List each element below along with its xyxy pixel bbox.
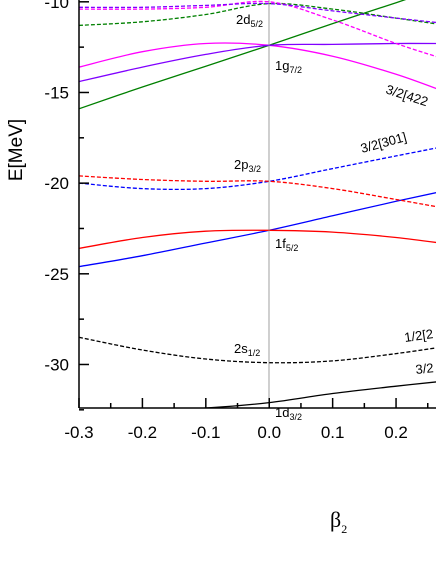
level-curve <box>79 2 436 27</box>
annotation: 2s1/2 <box>234 341 260 358</box>
x-tick-label: 0.2 <box>384 423 408 442</box>
annotation: 2p3/2 <box>234 157 261 174</box>
level-curve <box>79 147 436 191</box>
annotation: 1f5/2 <box>275 236 298 253</box>
annotation: 3/2[301] <box>359 129 408 156</box>
y-tick-label: -20 <box>44 174 69 193</box>
x-axis-label: β2 <box>330 507 347 536</box>
level-curve <box>192 381 436 408</box>
x-tick-label: -0.2 <box>128 423 157 442</box>
level-curve <box>79 192 436 268</box>
x-tick-label: 0.0 <box>257 423 281 442</box>
y-tick-label: -15 <box>44 83 69 102</box>
annotation: 1d3/2 <box>275 405 302 422</box>
level-curve <box>79 0 407 110</box>
level-curve <box>79 0 436 58</box>
annotation: 3/2[422 <box>384 82 430 110</box>
x-tick-label: 0.1 <box>321 423 345 442</box>
x-tick-label: -0.3 <box>64 423 93 442</box>
annotation: 1/2[2 <box>403 326 434 345</box>
annotation: 1g7/2 <box>275 58 302 75</box>
y-tick-label: -30 <box>44 355 69 374</box>
y-tick-label: -10 <box>44 0 69 12</box>
annotations: 2d5/2 1g7/2 3/2[422 3/2[301] 2p3/2 1f5/2… <box>234 12 434 422</box>
level-curve <box>79 2 436 24</box>
y-axis-label: E[MeV] <box>6 119 27 181</box>
x-tick-label: -0.1 <box>191 423 220 442</box>
y-tick-label: -25 <box>44 265 69 284</box>
level-curve <box>79 175 436 208</box>
level-curve <box>79 42 436 90</box>
annotation: 2d5/2 <box>236 12 263 29</box>
annotation: 3/2 <box>415 360 435 377</box>
